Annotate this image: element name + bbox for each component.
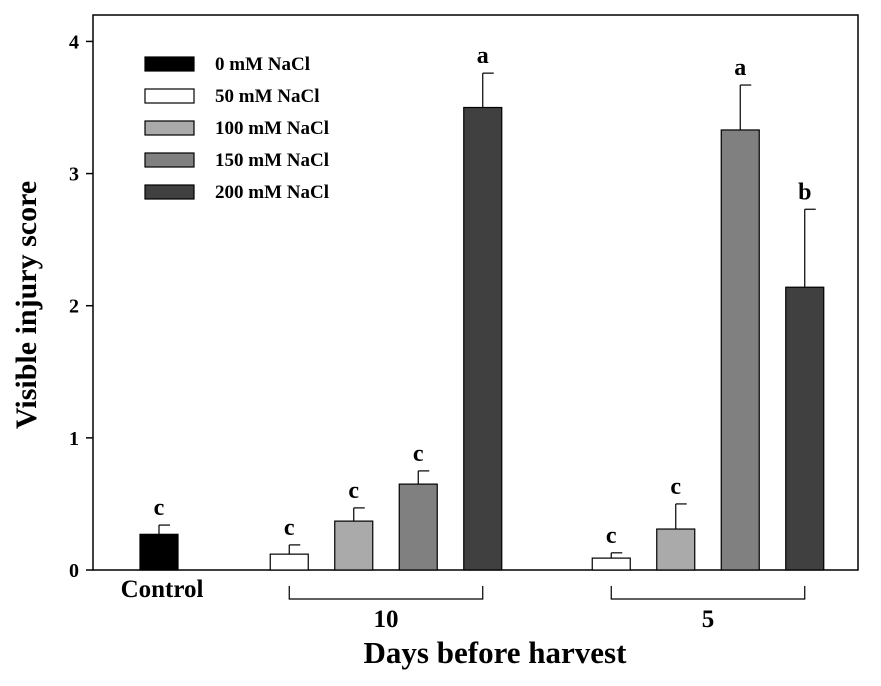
bar bbox=[656, 528, 696, 571]
x-group-label: 10 bbox=[374, 606, 399, 633]
significance-letter: a bbox=[734, 55, 746, 81]
significance-letter: c bbox=[413, 441, 424, 467]
legend-swatch bbox=[144, 56, 195, 72]
legend: 0 mM NaCl 50 mM NaCl 100 mM NaCl 150 mM NaC… bbox=[144, 54, 329, 203]
significance-letter: b bbox=[798, 179, 811, 205]
legend-swatch bbox=[144, 88, 195, 104]
x-axis-label: Days before harvest bbox=[364, 635, 628, 670]
group-bracket bbox=[288, 586, 484, 600]
x-group-label: 5 bbox=[702, 606, 715, 633]
legend-label: 150 mM NaCl bbox=[215, 150, 329, 171]
bar bbox=[269, 553, 309, 571]
bar bbox=[139, 533, 179, 571]
x-group-label: Control bbox=[121, 576, 204, 603]
bars: c c c c a c c a b bbox=[139, 43, 825, 571]
y-tick-label: 4 bbox=[69, 31, 79, 53]
legend-swatch bbox=[144, 184, 195, 200]
legend-label: 0 mM NaCl bbox=[215, 54, 310, 75]
significance-letter: c bbox=[154, 495, 165, 521]
group-bracket bbox=[610, 586, 806, 600]
bar bbox=[463, 106, 503, 571]
significance-letter: a bbox=[477, 43, 489, 69]
y-tick-label: 3 bbox=[69, 164, 79, 186]
legend-label: 50 mM NaCl bbox=[215, 86, 319, 107]
significance-letter: c bbox=[606, 523, 617, 549]
y-tick-label: 2 bbox=[69, 296, 79, 318]
legend-label: 200 mM NaCl bbox=[215, 182, 329, 203]
bar bbox=[398, 483, 438, 571]
bar bbox=[334, 520, 374, 571]
legend-swatch bbox=[144, 120, 195, 136]
significance-letter: c bbox=[670, 474, 681, 500]
y-tick-label: 1 bbox=[69, 428, 79, 450]
y-tick-label: 0 bbox=[69, 560, 79, 582]
y-axis-label: Visible injury score bbox=[10, 181, 43, 429]
bar bbox=[591, 557, 631, 571]
legend-label: 100 mM NaCl bbox=[215, 118, 329, 139]
legend-swatch bbox=[144, 152, 195, 168]
significance-letter: c bbox=[348, 478, 359, 504]
significance-letter: c bbox=[284, 515, 295, 541]
bar bbox=[720, 129, 760, 571]
bar bbox=[785, 286, 825, 571]
